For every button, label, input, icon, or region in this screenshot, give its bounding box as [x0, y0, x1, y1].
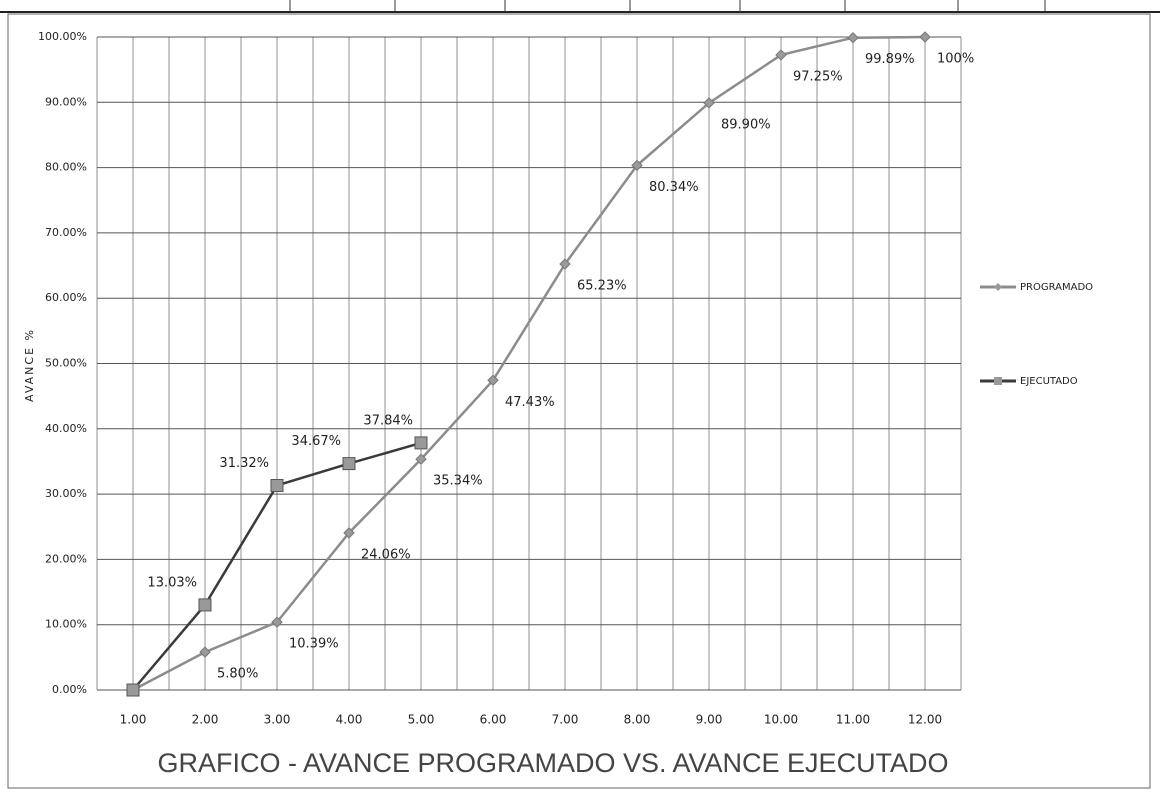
x-tick-label: 4.00 [336, 713, 363, 727]
series-line [132, 35, 926, 692]
data-label: 37.84% [363, 413, 413, 428]
y-tick-label: 90.00% [45, 95, 87, 108]
legend-label: PROGRAMADO [1020, 282, 1093, 293]
data-label: 47.43% [505, 395, 555, 410]
table-cells [289, 0, 1046, 12]
x-tick-label: 3.00 [264, 713, 291, 727]
x-tick-label: 6.00 [480, 713, 507, 727]
data-label: 97.25% [793, 69, 843, 84]
y-tick-label: 80.00% [45, 161, 87, 174]
data-label: 13.03% [147, 575, 197, 590]
point-marker [342, 457, 356, 471]
legend-marker [994, 377, 1002, 385]
x-tick-label: 8.00 [624, 713, 651, 727]
point-marker [343, 527, 355, 539]
point-marker [559, 258, 571, 270]
point-marker [775, 49, 787, 61]
y-tick-label: 30.00% [45, 487, 87, 500]
y-axis-label: AVANCE % [23, 328, 36, 402]
data-label: 5.80% [217, 667, 258, 682]
data-label: 31.32% [219, 456, 269, 471]
y-tick-label: 60.00% [45, 291, 87, 304]
chart-border [7, 13, 1151, 789]
data-label: 24.06% [361, 547, 411, 562]
x-tick-label: 7.00 [552, 713, 579, 727]
x-tick-label: 5.00 [408, 713, 435, 727]
y-tick-label: 50.00% [45, 357, 87, 370]
data-label: 35.34% [433, 474, 483, 489]
point-marker [271, 616, 283, 628]
point-marker [198, 598, 212, 612]
legend-label: EJECUTADO [1020, 376, 1078, 387]
point-marker [126, 683, 140, 697]
chart-title: GRAFICO - AVANCE PROGRAMADO VS. AVANCE E… [157, 748, 948, 778]
point-marker [919, 31, 931, 43]
point-marker [199, 646, 211, 658]
point-marker [703, 97, 715, 109]
data-label: 34.67% [291, 434, 341, 449]
y-tick-label: 10.00% [45, 618, 87, 631]
x-tick-label: 1.00 [120, 713, 147, 727]
x-tick-label: 2.00 [192, 713, 219, 727]
data-label: 89.90% [721, 117, 771, 132]
x-tick-label: 12.00 [908, 713, 942, 727]
y-tick-label: 70.00% [45, 226, 87, 239]
data-label: 10.39% [289, 637, 339, 652]
x-tick-label: 9.00 [696, 713, 723, 727]
y-tick-label: 100.00% [38, 30, 87, 43]
y-tick-label: 40.00% [45, 422, 87, 435]
data-label: 65.23% [577, 279, 627, 294]
y-tick-label: 20.00% [45, 552, 87, 565]
point-marker [487, 374, 499, 386]
point-marker [414, 436, 428, 450]
legend-marker [994, 283, 1002, 291]
point-marker [631, 159, 643, 172]
point-marker [847, 32, 859, 44]
y-tick-label: 0.00% [52, 683, 87, 696]
x-tick-label: 10.00 [764, 713, 798, 727]
x-tick-label: 11.00 [836, 713, 870, 727]
data-label: 100% [937, 52, 974, 67]
data-label: 80.34% [649, 180, 699, 195]
data-label: 99.89% [865, 52, 915, 67]
point-marker [415, 453, 427, 465]
point-marker [270, 478, 284, 492]
